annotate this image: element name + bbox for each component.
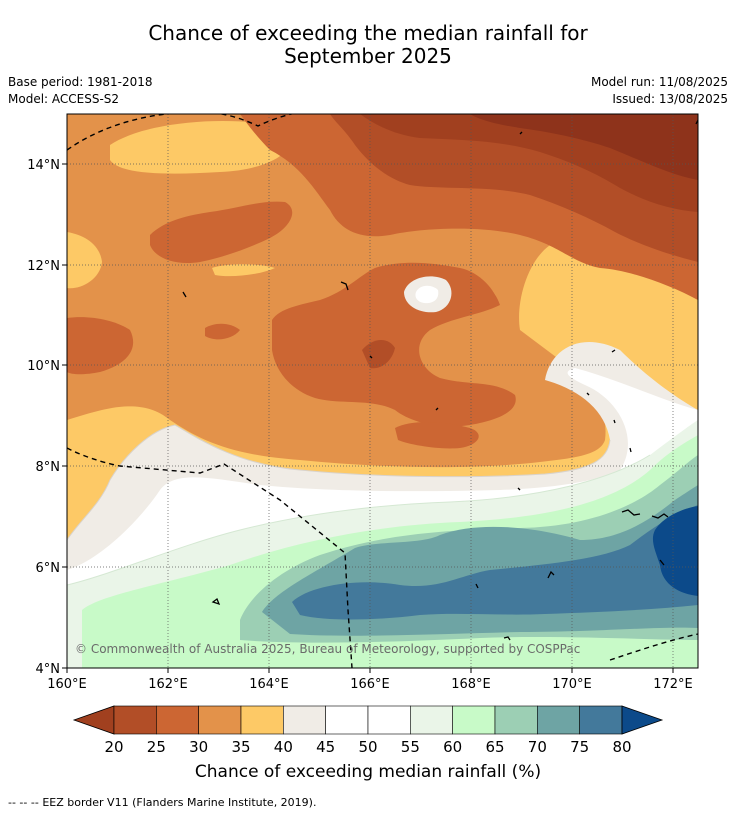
colorbar-swatch	[113, 705, 157, 735]
lon-tick-label: 160°E	[47, 677, 87, 692]
colorbar-tick-label: 20	[104, 738, 123, 756]
colorbar-tick-label: 70	[528, 738, 547, 756]
lat-tick-label: 4°N	[36, 662, 61, 677]
colorbar-tick-label: 30	[189, 738, 208, 756]
colorbar-swatch	[452, 705, 496, 735]
model-name: Model: ACCESS-S2	[8, 92, 120, 106]
eez-legend-symbol: -- -- --	[8, 796, 39, 809]
colorbar-tick-label: 60	[443, 738, 462, 756]
map-title: Chance of exceeding the median rainfall …	[0, 22, 736, 68]
contour-80	[292, 505, 698, 620]
colorbar: 20 25 30 35 40 45 50 55 60 65 70 75 80	[72, 705, 664, 756]
lat-tick-label: 12°N	[27, 259, 60, 274]
probability-contours	[67, 114, 698, 668]
lon-tick-label: 164°E	[249, 677, 289, 692]
colorbar-tick-label: 80	[612, 738, 631, 756]
colorbar-swatch	[283, 705, 326, 735]
lon-tick-label: 172°E	[653, 677, 693, 692]
lat-axis: 4°N 6°N 8°N 10°N 12°N 14°N	[27, 158, 67, 677]
colorbar-swatch	[198, 705, 242, 735]
contour-40-c2	[212, 264, 275, 277]
colorbar-swatch	[537, 705, 580, 735]
contour-40-w	[67, 232, 102, 289]
contour-line-60	[67, 454, 651, 586]
eez-legend-text: EEZ border V11 (Flanders Marine Institut…	[42, 796, 317, 809]
colorbar-swatch	[494, 705, 538, 735]
colorbar-ticks: 20 25 30 35 40 45 50 55 60 65 70 75 80	[104, 738, 631, 756]
contour-30-c	[272, 262, 516, 427]
lat-tick-label: 14°N	[27, 158, 60, 173]
lat-tick-label: 8°N	[36, 460, 61, 475]
contour-above-80	[652, 506, 698, 596]
colorbar-swatch	[156, 705, 199, 735]
colorbar-label: Chance of exceeding median rainfall (%)	[194, 762, 542, 782]
colorbar-tick-label: 25	[147, 738, 166, 756]
colorbar-tick-label: 35	[231, 738, 250, 756]
colorbar-tick-label: 65	[485, 738, 504, 756]
colorbar-tick-label: 50	[358, 738, 377, 756]
lon-tick-label: 168°E	[451, 677, 491, 692]
lat-tick-label: 10°N	[27, 359, 60, 374]
colorbar-tick-label: 45	[316, 738, 335, 756]
colorbar-swatches	[113, 705, 623, 735]
contour-30-n	[150, 201, 293, 264]
eez-borders	[67, 114, 698, 668]
colorbar-over-arrow	[621, 705, 664, 735]
contour-25-c	[362, 339, 395, 369]
contour-line-45	[67, 424, 611, 541]
lon-axis: 160°E 162°E 164°E 166°E 168°E 170°E 172°…	[47, 668, 693, 692]
contour-below-20	[470, 114, 698, 180]
colorbar-swatch	[240, 705, 284, 735]
lon-tick-label: 166°E	[350, 677, 390, 692]
colorbar-tick-label: 75	[570, 738, 589, 756]
contour-40-nw	[110, 121, 292, 174]
contour-30-w	[67, 317, 134, 375]
colorbar-swatch	[325, 705, 369, 735]
lon-tick-label: 170°E	[552, 677, 592, 692]
contour-30-c3	[205, 323, 240, 340]
title-line-1: Chance of exceeding the median rainfall …	[148, 21, 588, 45]
plot-frame	[66, 113, 699, 669]
colorbar-swatch	[367, 705, 411, 735]
copyright-notice: © Commonwealth of Australia 2025, Bureau…	[75, 642, 580, 656]
model-run: Model run: 11/08/2025	[590, 75, 728, 89]
colorbar-tick-label: 40	[274, 738, 293, 756]
meta-right: Model run: 11/08/2025 Issued: 13/08/2025	[591, 74, 728, 108]
gridlines	[67, 114, 698, 668]
colorbar-under-arrow	[72, 705, 115, 735]
issued-date: Issued: 13/08/2025	[612, 92, 728, 106]
title-line-2: September 2025	[284, 44, 452, 68]
contour-30-c2	[395, 422, 479, 449]
meta-left: Base period: 1981-2018 Model: ACCESS-S2	[8, 74, 153, 108]
colorbar-swatch	[410, 705, 453, 735]
contour-eye-50	[415, 285, 439, 304]
colorbar-tick-label: 55	[401, 738, 420, 756]
lon-tick-label: 162°E	[148, 677, 188, 692]
lat-tick-label: 6°N	[36, 561, 61, 576]
base-period: Base period: 1981-2018	[8, 75, 153, 89]
footer-legend: -- -- -- EEZ border V11 (Flanders Marine…	[8, 796, 316, 809]
islands	[182, 119, 698, 641]
colorbar-swatch	[579, 705, 623, 735]
